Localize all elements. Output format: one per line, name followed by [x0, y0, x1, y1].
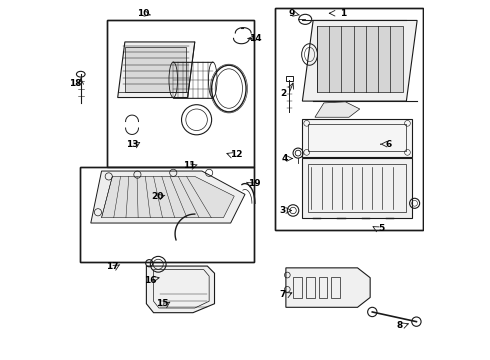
Bar: [107, 21, 254, 167]
Text: 13: 13: [126, 140, 138, 149]
Text: 15: 15: [156, 299, 169, 308]
Text: 17: 17: [106, 262, 119, 271]
Text: 19: 19: [247, 179, 260, 188]
Polygon shape: [118, 42, 195, 98]
Text: 4: 4: [281, 154, 288, 163]
Text: 1: 1: [341, 9, 347, 18]
Text: 5: 5: [378, 224, 384, 233]
Bar: [317, 26, 403, 92]
Text: 16: 16: [144, 276, 156, 285]
Bar: [125, 47, 186, 92]
Bar: [318, 277, 327, 298]
Bar: [80, 167, 254, 262]
Bar: [294, 277, 302, 298]
Polygon shape: [147, 266, 215, 313]
Text: 18: 18: [70, 79, 82, 88]
Polygon shape: [302, 21, 417, 101]
Text: 6: 6: [385, 140, 392, 149]
Text: 8: 8: [396, 321, 402, 330]
Text: 7: 7: [279, 290, 286, 299]
Polygon shape: [315, 102, 360, 117]
Bar: [306, 277, 315, 298]
Text: 3: 3: [279, 206, 286, 215]
Bar: [275, 8, 422, 230]
Bar: [80, 167, 254, 262]
Text: 9: 9: [289, 9, 295, 18]
Bar: [302, 158, 412, 218]
Bar: [308, 164, 406, 212]
Text: 20: 20: [151, 192, 163, 201]
Text: 11: 11: [183, 161, 196, 170]
Text: 14: 14: [249, 34, 262, 43]
Polygon shape: [101, 176, 234, 218]
Text: 10: 10: [137, 9, 149, 18]
Bar: [286, 76, 293, 81]
Text: 12: 12: [230, 150, 242, 159]
Bar: [107, 21, 254, 167]
Polygon shape: [91, 171, 245, 223]
Bar: [275, 8, 422, 230]
Polygon shape: [286, 268, 370, 307]
Bar: [302, 119, 412, 157]
Bar: [331, 277, 340, 298]
Text: 2: 2: [281, 89, 287, 98]
Bar: [308, 125, 406, 151]
